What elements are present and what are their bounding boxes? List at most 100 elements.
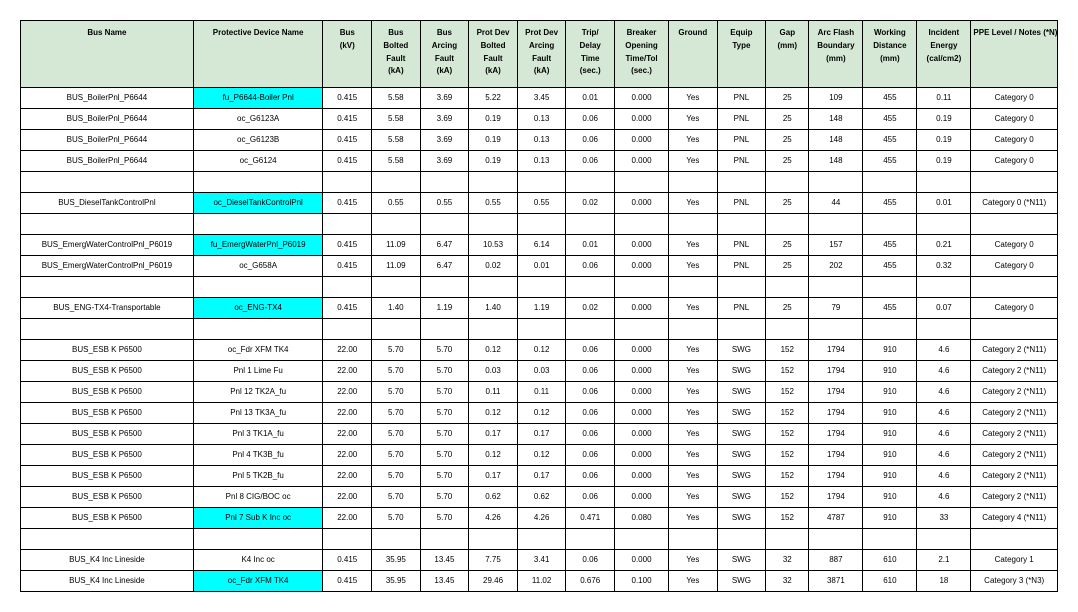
cell-gap: 152 xyxy=(766,340,809,361)
cell-equip_type: SWG xyxy=(717,571,766,592)
cell-breaker_opening: 0.000 xyxy=(615,130,669,151)
cell-bus_arcing_fault: 5.70 xyxy=(420,361,469,382)
cell-bus_bolted_fault: 5.70 xyxy=(372,403,421,424)
cell-protective_device: Pnl 3 TK1A_fu xyxy=(193,424,323,445)
cell-gap: 25 xyxy=(766,88,809,109)
cell-prot_bolted_fault: 0.11 xyxy=(469,382,518,403)
cell-trip_delay_time: 0.06 xyxy=(566,424,615,445)
cell-gap: 25 xyxy=(766,130,809,151)
cell-gap: 152 xyxy=(766,424,809,445)
cell-prot_arcing_fault: 11.02 xyxy=(517,571,566,592)
cell-bus_arcing_fault: 0.55 xyxy=(420,193,469,214)
cell-working_distance: 910 xyxy=(863,382,917,403)
cell-arc_flash_boundary: 79 xyxy=(809,298,863,319)
cell-trip_delay_time: 0.06 xyxy=(566,466,615,487)
cell-ground: Yes xyxy=(669,88,718,109)
cell-equip_type: SWG xyxy=(717,466,766,487)
cell-prot_arcing_fault: 0.13 xyxy=(517,109,566,130)
cell-incident_energy: 0.01 xyxy=(917,193,971,214)
col-header-breaker_opening: BreakerOpeningTime/Tol(sec.) xyxy=(615,21,669,88)
cell-bus_kv: 0.415 xyxy=(323,151,372,172)
cell-ground: Yes xyxy=(669,508,718,529)
cell-working_distance: 610 xyxy=(863,571,917,592)
cell-working_distance: 455 xyxy=(863,298,917,319)
cell-incident_energy: 4.6 xyxy=(917,382,971,403)
cell-ground: Yes xyxy=(669,340,718,361)
cell-bus_bolted_fault: 11.09 xyxy=(372,235,421,256)
cell-bus_bolted_fault: 5.58 xyxy=(372,151,421,172)
cell-bus_kv: 22.00 xyxy=(323,508,372,529)
cell-working_distance: 910 xyxy=(863,424,917,445)
cell-bus_bolted_fault: 5.70 xyxy=(372,508,421,529)
cell-ppe_level: Category 2 (*N11) xyxy=(971,361,1058,382)
cell-prot_arcing_fault: 0.01 xyxy=(517,256,566,277)
cell-ground: Yes xyxy=(669,151,718,172)
cell-bus_kv: 0.415 xyxy=(323,550,372,571)
cell-bus_bolted_fault: 5.58 xyxy=(372,130,421,151)
cell-trip_delay_time: 0.02 xyxy=(566,193,615,214)
cell-arc_flash_boundary: 1794 xyxy=(809,445,863,466)
cell-arc_flash_boundary: 202 xyxy=(809,256,863,277)
cell-incident_energy: 2.1 xyxy=(917,550,971,571)
cell-bus_kv: 22.00 xyxy=(323,424,372,445)
cell-gap: 25 xyxy=(766,298,809,319)
cell-protective_device: fu_P6644-Boiler Pnl xyxy=(193,88,323,109)
cell-working_distance: 910 xyxy=(863,487,917,508)
cell-equip_type: SWG xyxy=(717,487,766,508)
cell-ppe_level: Category 2 (*N11) xyxy=(971,340,1058,361)
cell-bus_arcing_fault: 5.70 xyxy=(420,508,469,529)
blank-row xyxy=(21,529,1058,550)
cell-protective_device: Pnl 7 Sub K Inc oc xyxy=(193,508,323,529)
cell-breaker_opening: 0.000 xyxy=(615,256,669,277)
cell-bus_arcing_fault: 5.70 xyxy=(420,445,469,466)
cell-prot_bolted_fault: 0.55 xyxy=(469,193,518,214)
table-header-row: Bus NameProtective Device NameBus(kV)Bus… xyxy=(21,21,1058,88)
cell-working_distance: 455 xyxy=(863,151,917,172)
col-header-equip_type: EquipType xyxy=(717,21,766,88)
cell-gap: 152 xyxy=(766,466,809,487)
cell-equip_type: PNL xyxy=(717,235,766,256)
col-header-bus_arcing_fault: BusArcingFault(kA) xyxy=(420,21,469,88)
cell-bus_bolted_fault: 5.70 xyxy=(372,466,421,487)
cell-ppe_level: Category 0 xyxy=(971,109,1058,130)
cell-bus_name: BUS_ENG-TX4-Transportable xyxy=(21,298,194,319)
col-header-ppe_level: PPE Level / Notes (*N) xyxy=(971,21,1058,88)
cell-arc_flash_boundary: 148 xyxy=(809,130,863,151)
col-header-gap: Gap(mm) xyxy=(766,21,809,88)
col-header-prot_arcing_fault: Prot DevArcingFault(kA) xyxy=(517,21,566,88)
cell-prot_arcing_fault: 0.12 xyxy=(517,340,566,361)
cell-working_distance: 455 xyxy=(863,235,917,256)
cell-protective_device: oc_ENG-TX4 xyxy=(193,298,323,319)
cell-bus_arcing_fault: 1.19 xyxy=(420,298,469,319)
cell-trip_delay_time: 0.06 xyxy=(566,403,615,424)
cell-breaker_opening: 0.000 xyxy=(615,403,669,424)
cell-equip_type: SWG xyxy=(717,340,766,361)
table-row: BUS_DieselTankControlPnloc_DieselTankCon… xyxy=(21,193,1058,214)
cell-arc_flash_boundary: 1794 xyxy=(809,361,863,382)
cell-breaker_opening: 0.000 xyxy=(615,298,669,319)
cell-prot_bolted_fault: 0.19 xyxy=(469,151,518,172)
table-row: BUS_EmergWaterControlPnl_P6019fu_EmergWa… xyxy=(21,235,1058,256)
cell-protective_device: Pnl 12 TK2A_fu xyxy=(193,382,323,403)
cell-protective_device: oc_G6124 xyxy=(193,151,323,172)
cell-bus_name: BUS_DieselTankControlPnl xyxy=(21,193,194,214)
cell-incident_energy: 0.21 xyxy=(917,235,971,256)
cell-ground: Yes xyxy=(669,571,718,592)
cell-bus_arcing_fault: 3.69 xyxy=(420,151,469,172)
cell-bus_bolted_fault: 11.09 xyxy=(372,256,421,277)
cell-ppe_level: Category 0 xyxy=(971,151,1058,172)
cell-prot_arcing_fault: 0.13 xyxy=(517,130,566,151)
cell-incident_energy: 4.6 xyxy=(917,403,971,424)
cell-equip_type: SWG xyxy=(717,445,766,466)
cell-breaker_opening: 0.000 xyxy=(615,550,669,571)
cell-equip_type: SWG xyxy=(717,361,766,382)
cell-prot_bolted_fault: 4.26 xyxy=(469,508,518,529)
cell-breaker_opening: 0.000 xyxy=(615,361,669,382)
cell-bus_arcing_fault: 5.70 xyxy=(420,487,469,508)
cell-ground: Yes xyxy=(669,256,718,277)
cell-bus_name: BUS_ESB K P6500 xyxy=(21,361,194,382)
cell-equip_type: PNL xyxy=(717,193,766,214)
cell-trip_delay_time: 0.676 xyxy=(566,571,615,592)
cell-ground: Yes xyxy=(669,403,718,424)
table-row: BUS_ENG-TX4-Transportableoc_ENG-TX40.415… xyxy=(21,298,1058,319)
